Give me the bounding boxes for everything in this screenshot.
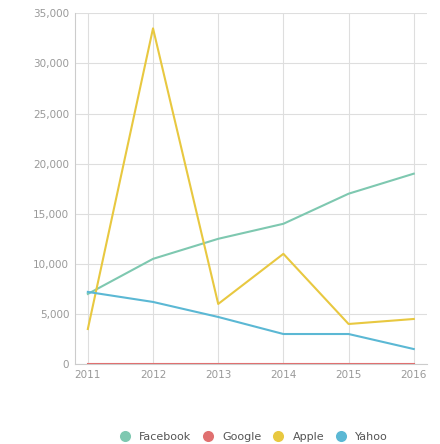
Legend: Facebook, Google, Apple, Yahoo: Facebook, Google, Apple, Yahoo bbox=[109, 427, 392, 444]
